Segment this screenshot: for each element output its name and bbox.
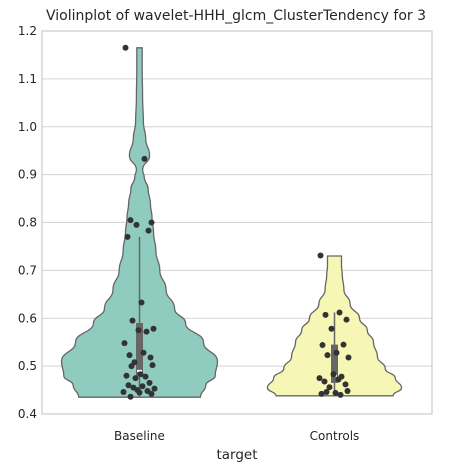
y-tick-label: 1.0 bbox=[18, 120, 37, 134]
data-point bbox=[335, 376, 342, 383]
data-point bbox=[125, 382, 132, 389]
violin-median bbox=[137, 369, 142, 372]
y-tick-label: 0.7 bbox=[18, 263, 37, 277]
y-tick-labels: 0.4 0.5 0.6 0.7 0.8 0.9 1.0 1.1 1.2 bbox=[18, 24, 37, 421]
data-point bbox=[150, 325, 157, 332]
y-tick-label: 0.4 bbox=[18, 407, 37, 421]
violins bbox=[60, 44, 403, 400]
data-point bbox=[318, 390, 325, 397]
violin-controls bbox=[266, 252, 403, 398]
data-point bbox=[324, 352, 331, 359]
data-point bbox=[133, 221, 140, 228]
data-point bbox=[122, 44, 129, 51]
data-point bbox=[140, 349, 147, 356]
violin-baseline bbox=[60, 44, 219, 400]
data-point bbox=[138, 299, 145, 306]
data-point bbox=[126, 352, 133, 359]
data-point bbox=[316, 375, 323, 382]
data-point bbox=[127, 393, 134, 400]
data-point bbox=[139, 383, 146, 390]
violin-body bbox=[60, 47, 219, 398]
plot-frame bbox=[41, 30, 433, 415]
data-point bbox=[128, 363, 135, 370]
x-tick-label: Baseline bbox=[114, 429, 165, 443]
data-point bbox=[121, 340, 128, 347]
y-tick-label: 1.2 bbox=[18, 24, 37, 38]
data-point bbox=[143, 328, 150, 335]
data-point bbox=[336, 309, 343, 316]
data-point bbox=[137, 371, 144, 378]
data-point bbox=[141, 155, 148, 162]
data-point bbox=[120, 388, 127, 395]
data-point bbox=[317, 252, 324, 259]
x-tick-labels: Baseline Controls bbox=[114, 429, 359, 443]
data-point bbox=[337, 391, 344, 398]
y-tick-label: 0.5 bbox=[18, 359, 37, 373]
data-point bbox=[344, 388, 351, 395]
y-tick-label: 0.9 bbox=[18, 168, 37, 182]
data-point bbox=[129, 317, 136, 324]
data-point bbox=[323, 388, 330, 395]
data-point bbox=[135, 327, 142, 334]
data-point bbox=[321, 378, 328, 385]
data-point bbox=[319, 342, 326, 349]
y-tick-label: 0.8 bbox=[18, 216, 37, 230]
data-point bbox=[148, 390, 155, 397]
data-point bbox=[326, 384, 333, 391]
data-point bbox=[146, 379, 153, 386]
data-point bbox=[333, 349, 340, 356]
data-point bbox=[124, 233, 131, 240]
data-point bbox=[151, 385, 158, 392]
violin-iqr-box bbox=[136, 323, 143, 376]
violin-iqr-box bbox=[331, 344, 338, 383]
data-point bbox=[328, 325, 335, 332]
data-point bbox=[343, 316, 350, 323]
x-tick-label: Controls bbox=[310, 429, 360, 443]
data-point bbox=[149, 362, 156, 369]
y-tick-label: 1.1 bbox=[18, 72, 37, 86]
data-point bbox=[127, 217, 134, 224]
data-point bbox=[340, 341, 347, 348]
data-point bbox=[342, 381, 349, 388]
data-point bbox=[142, 373, 149, 380]
x-axis-label: target bbox=[216, 447, 257, 463]
y-tick-label: 0.6 bbox=[18, 311, 37, 325]
data-point bbox=[132, 375, 139, 382]
data-point bbox=[123, 372, 130, 379]
data-point bbox=[345, 354, 352, 361]
data-point bbox=[330, 371, 337, 378]
data-point bbox=[136, 389, 143, 396]
data-point bbox=[148, 219, 155, 226]
chart-title: Violinplot of wavelet-HHH_glcm_ClusterTe… bbox=[46, 8, 426, 24]
data-point bbox=[322, 311, 329, 318]
data-point bbox=[145, 227, 152, 234]
data-point bbox=[332, 389, 339, 396]
data-point bbox=[147, 354, 154, 361]
